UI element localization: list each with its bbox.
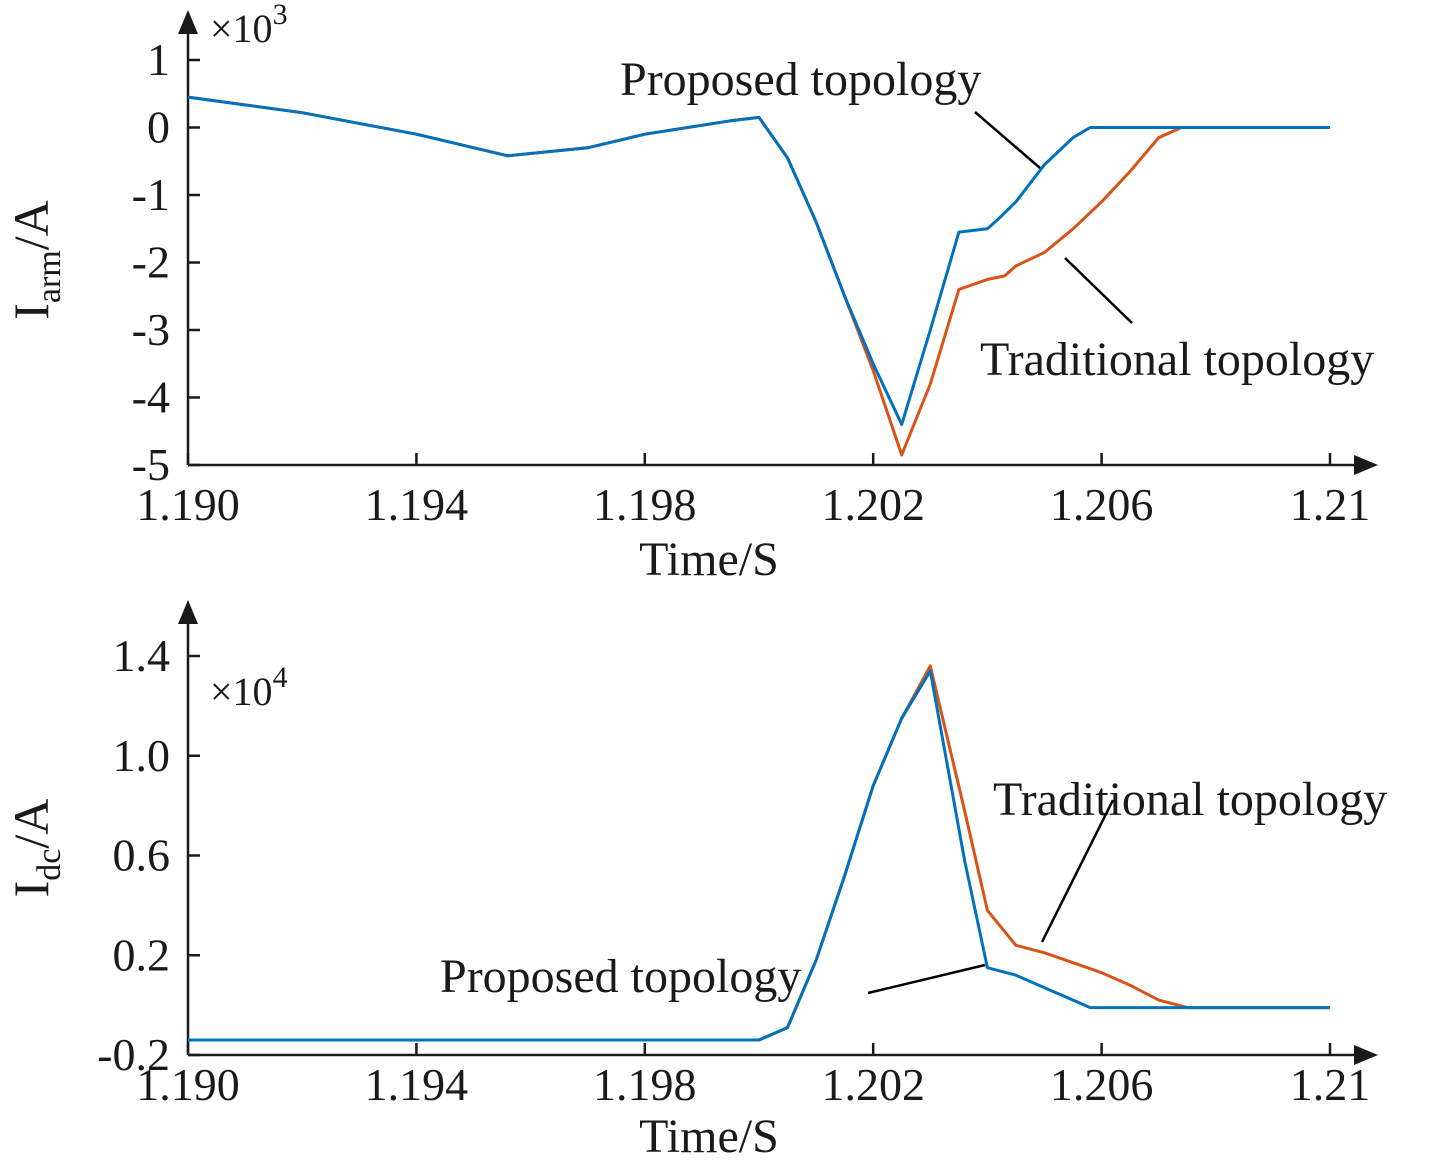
annotation-label: Proposed topology bbox=[440, 950, 801, 1003]
y-axis-title-unit: /A bbox=[3, 799, 59, 849]
annotation-label: Proposed topology bbox=[620, 53, 981, 106]
x-tick-label: 1.190 bbox=[136, 479, 240, 530]
x-tick-label: 1.21 bbox=[1290, 1059, 1371, 1110]
series-line-proposed-topology bbox=[188, 669, 1330, 1042]
y-axis-arrow bbox=[178, 10, 198, 34]
y-axis-title-main: I bbox=[3, 303, 59, 320]
x-tick-label: 1.202 bbox=[821, 479, 925, 530]
x-tick-label: 1.206 bbox=[1050, 1059, 1154, 1110]
y-axis-title-subscript: dc bbox=[31, 849, 68, 881]
annotation-label: Traditional topology bbox=[993, 773, 1387, 826]
x-tick-label: 1.21 bbox=[1290, 479, 1371, 530]
x-tick-label: 1.190 bbox=[136, 1059, 240, 1110]
y-tick-label: 0.2 bbox=[113, 929, 171, 980]
x-tick-label: 1.198 bbox=[593, 1059, 697, 1110]
annotation-leader-line bbox=[974, 111, 1041, 169]
y-tick-label: -2 bbox=[132, 237, 170, 288]
y-tick-label: -4 bbox=[132, 372, 170, 423]
annotation-label: Traditional topology bbox=[980, 333, 1374, 386]
y-axis-title-main: I bbox=[3, 881, 59, 898]
bottom-panel-dc-current: 1.190 1.194 1.198 1.202 1.206 1.21 1.4 1.0 0.6 0.… bbox=[3, 600, 1387, 1161]
top-panel-arm-current: 1.190 1.194 1.198 1.202 1.206 1.21 1 0 -1 -2 -3 -4 -… bbox=[3, 0, 1378, 586]
annotation-leader-line bbox=[867, 963, 986, 995]
x-tick-label: 1.202 bbox=[821, 1059, 925, 1110]
x-axis-arrow bbox=[1354, 455, 1378, 475]
axis-exponent-base: ×10 bbox=[210, 669, 273, 714]
x-axis-title: Time/S bbox=[639, 533, 779, 586]
y-tick-label: 0 bbox=[147, 102, 170, 153]
series-line-traditional-topology bbox=[187, 95, 1330, 457]
y-tick-label: 1.4 bbox=[113, 630, 171, 681]
y-tick-label: -5 bbox=[132, 439, 170, 490]
y-tick-label: 0.6 bbox=[113, 830, 171, 881]
x-axis-title: Time/S bbox=[639, 1110, 779, 1161]
y-axis-title-unit: /A bbox=[3, 200, 59, 250]
y-tick-label: -1 bbox=[132, 169, 170, 220]
axis-exponent: ×103 bbox=[210, 0, 288, 51]
annotation-leader-line bbox=[1064, 257, 1133, 324]
y-axis-title: Idc/A bbox=[3, 799, 68, 898]
y-axis-title: Iarm/A bbox=[3, 200, 68, 320]
y-axis-title-subscript: arm bbox=[31, 250, 68, 303]
y-tick-label: 1 bbox=[147, 34, 170, 85]
y-tick-label: -0.2 bbox=[97, 1029, 170, 1080]
x-tick-label: 1.206 bbox=[1050, 479, 1154, 530]
x-tick-label: 1.194 bbox=[365, 1059, 469, 1110]
x-tick-label: 1.194 bbox=[365, 479, 469, 530]
annotation-leader-line bbox=[1040, 799, 1115, 943]
x-tick-label: 1.198 bbox=[593, 479, 697, 530]
axis-exponent: ×104 bbox=[210, 661, 288, 714]
series-line-proposed-topology bbox=[187, 95, 1330, 426]
y-axis-arrow bbox=[178, 600, 198, 624]
axis-exponent-base: ×10 bbox=[210, 6, 273, 51]
y-tick-label: 1.0 bbox=[113, 730, 171, 781]
axis-exponent-power: 4 bbox=[273, 661, 288, 694]
x-axis-arrow bbox=[1354, 1045, 1378, 1065]
y-tick-label: -3 bbox=[132, 304, 170, 355]
axis-exponent-power: 3 bbox=[273, 0, 288, 31]
